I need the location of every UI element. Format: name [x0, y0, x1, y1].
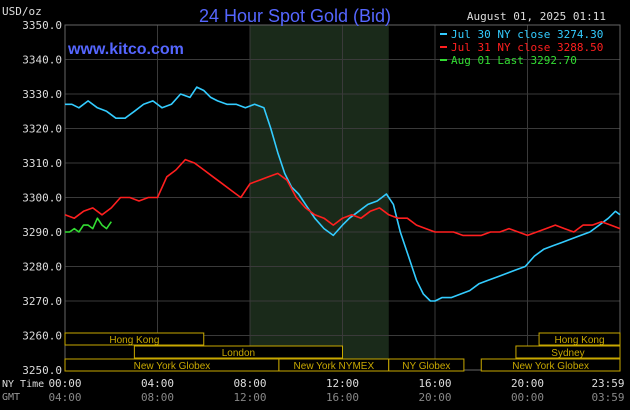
session-band: Sydney: [515, 345, 621, 359]
x-tick-label-gmt: 16:00: [326, 391, 359, 404]
y-tick-label: 3260.0: [22, 330, 62, 343]
session-band: New York NYMEX: [278, 358, 390, 372]
x-tick-label-gmt: 08:00: [141, 391, 174, 404]
x-tick-label-ny: 16:00: [418, 377, 451, 390]
series-line: [64, 158, 621, 237]
x-tick-label-ny: 04:00: [141, 377, 174, 390]
x-tick-label-gmt: 12:00: [233, 391, 266, 404]
y-tick-label: 3250.0: [22, 364, 62, 377]
x-tick-label-gmt: 20:00: [418, 391, 451, 404]
session-box: [133, 345, 343, 359]
series-line: [65, 217, 112, 233]
legend-label: Aug 01 Last 3292.70: [451, 54, 577, 67]
session-band: NY Globex: [388, 358, 465, 372]
session-label: NY Globex: [402, 361, 450, 372]
x-axis-row-label: GMT: [2, 392, 20, 403]
x-tick-label-ny: 12:00: [326, 377, 359, 390]
y-tick-label: 3350.0: [22, 19, 62, 32]
legend-label: Jul 31 NY close 3288.50: [451, 41, 603, 54]
y-tick-label: 3280.0: [22, 261, 62, 274]
legend-entry: Jul 31 NY close 3288.50: [440, 41, 603, 54]
legend-label: Jul 30 NY close 3274.30: [451, 28, 603, 41]
session-label: New York Globex: [134, 361, 211, 372]
session-label: London: [222, 348, 255, 359]
x-tick-label-ny: 00:00: [48, 377, 81, 390]
y-tick-label: 3320.0: [22, 123, 62, 136]
session-label: Hong Kong: [109, 335, 159, 346]
session-label: New York NYMEX: [294, 361, 375, 372]
watermark: www.kitco.com: [67, 41, 184, 58]
session-label: Hong Kong: [555, 335, 605, 346]
session-box: [515, 345, 621, 359]
session-box: [64, 332, 205, 346]
legend-entry: Aug 01 Last 3292.70: [440, 54, 577, 67]
x-tick-label-ny: 23:59: [591, 377, 624, 390]
session-band: New York Globex: [480, 358, 621, 372]
session-band: Hong Kong: [538, 332, 621, 346]
session-label: Sydney: [551, 348, 584, 359]
timestamp: August 01, 2025 01:11: [467, 10, 606, 23]
chart-title: 24 Hour Spot Gold (Bid): [199, 6, 391, 26]
session-band: London: [133, 345, 343, 359]
y-tick-label: 3290.0: [22, 226, 62, 239]
y-tick-label: 3340.0: [22, 54, 62, 67]
session-box: [388, 358, 465, 372]
y-tick-label: 3270.0: [22, 295, 62, 308]
legend-entry: Jul 30 NY close 3274.30: [440, 28, 603, 41]
y-tick-label: 3310.0: [22, 157, 62, 170]
x-tick-label-gmt: 00:00: [511, 391, 544, 404]
x-tick-label-ny: 20:00: [511, 377, 544, 390]
x-axis-row-label: NY Time: [2, 379, 44, 390]
session-label: New York Globex: [512, 361, 589, 372]
x-tick-label-gmt: 03:59: [591, 391, 624, 404]
y-tick-label: 3330.0: [22, 88, 62, 101]
x-tick-label-ny: 08:00: [233, 377, 266, 390]
session-bands: Hong Kong London New York Globex New York N…: [64, 332, 621, 372]
session-band: Hong Kong: [64, 332, 205, 346]
price-series: [64, 86, 621, 302]
session-box: [480, 358, 621, 372]
y-tick-label: 3300.0: [22, 192, 62, 205]
x-tick-label-gmt: 04:00: [48, 391, 81, 404]
session-band: New York Globex: [64, 358, 280, 372]
y-axis: 3250.0 3260.0 3270.0 3280.0 3290.0 3300.0 3310…: [22, 19, 62, 377]
unit-label: USD/oz: [2, 5, 42, 18]
session-box: [538, 332, 621, 346]
series-line: [65, 86, 621, 302]
